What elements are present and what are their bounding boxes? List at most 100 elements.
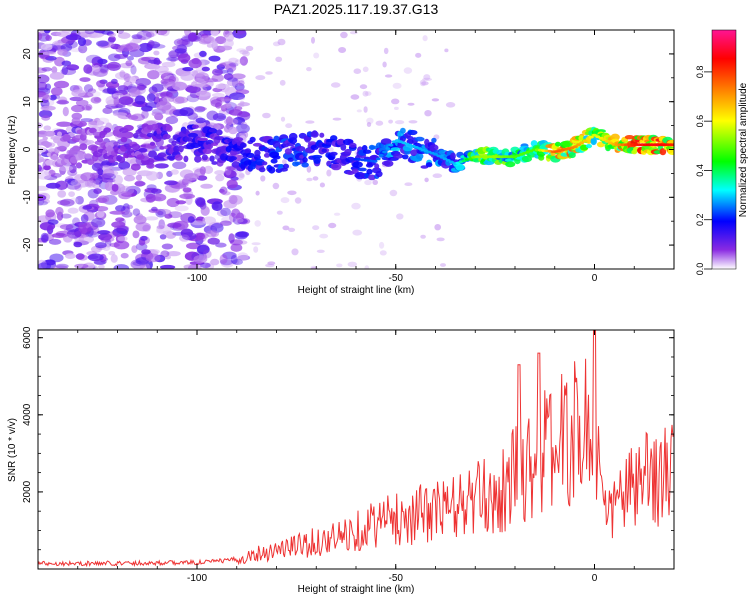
heatmap-cell bbox=[86, 180, 93, 187]
colorbar-label: Normalized spectral amplitude bbox=[738, 82, 749, 217]
heatmap-cell bbox=[157, 152, 167, 158]
heatmap-cell bbox=[233, 137, 244, 142]
heatmap-cell bbox=[262, 112, 271, 119]
heatmap-cell bbox=[165, 116, 179, 125]
heatmap-cell bbox=[294, 161, 302, 166]
heatmap-cell bbox=[347, 261, 357, 267]
heatmap-cell bbox=[89, 127, 97, 134]
heatmap-cell bbox=[385, 147, 391, 150]
heatmap-cell bbox=[146, 171, 159, 181]
heatmap-cell bbox=[106, 99, 123, 107]
heatmap-cell bbox=[117, 156, 126, 163]
heatmap-cell bbox=[146, 93, 156, 102]
heatmap-cell bbox=[406, 136, 414, 140]
heatmap-cell bbox=[195, 117, 206, 124]
heatmap-cell bbox=[171, 140, 177, 146]
heatmap-cell bbox=[332, 117, 342, 121]
heatmap-cell bbox=[105, 95, 119, 106]
heatmap-cell bbox=[455, 164, 465, 171]
heatmap-cell bbox=[276, 210, 283, 215]
heatmap-cell bbox=[109, 210, 126, 215]
heatmap-cell bbox=[42, 94, 52, 100]
heatmap-cell bbox=[188, 32, 198, 42]
heatmap-cell bbox=[119, 70, 126, 78]
heatmap-cell bbox=[235, 123, 250, 134]
heatmap-cell bbox=[142, 30, 157, 38]
heatmap-cell bbox=[131, 34, 143, 40]
heatmap-cell bbox=[337, 139, 345, 144]
heatmap-cell bbox=[152, 193, 167, 202]
snr-series-line bbox=[38, 330, 674, 568]
heatmap-x-axis-label: Height of straight line (km) bbox=[298, 285, 415, 296]
heatmap-cell bbox=[215, 242, 227, 248]
colorbar-ticks: 0.0 0.2 0.4 0.6 0.8 bbox=[695, 66, 712, 275]
heatmap-cell bbox=[53, 136, 62, 144]
x-tick-label: -100 bbox=[187, 573, 207, 584]
heatmap-cell bbox=[65, 253, 76, 259]
heatmap-cell bbox=[505, 161, 516, 168]
heatmap-cell bbox=[83, 153, 93, 159]
heatmap-cell bbox=[66, 64, 80, 71]
heatmap-cell bbox=[113, 96, 120, 106]
heatmap-cell bbox=[145, 253, 161, 263]
heatmap-cell bbox=[151, 188, 162, 194]
heatmap-cell bbox=[228, 126, 238, 135]
heatmap-cell bbox=[336, 263, 343, 268]
heatmap-cell bbox=[206, 143, 213, 150]
heatmap-cell bbox=[48, 238, 62, 245]
heatmap-cell bbox=[75, 99, 89, 107]
heatmap-cell bbox=[311, 154, 323, 159]
heatmap-cell bbox=[238, 173, 245, 179]
heatmap-cell bbox=[135, 222, 151, 232]
heatmap-cell bbox=[75, 162, 83, 169]
heatmap-cell bbox=[196, 244, 210, 255]
heatmap-cell bbox=[230, 73, 246, 80]
heatmap-cell bbox=[253, 246, 259, 253]
heatmap-cell bbox=[108, 251, 116, 256]
heatmap-cell bbox=[233, 240, 248, 245]
heatmap-cell bbox=[115, 217, 125, 222]
heatmap-cell bbox=[136, 30, 152, 40]
heatmap-cell bbox=[407, 102, 415, 106]
heatmap-cell bbox=[180, 228, 194, 238]
heatmap-cell bbox=[207, 237, 220, 245]
heatmap-cell bbox=[49, 94, 57, 101]
heatmap-cell bbox=[160, 91, 173, 99]
heatmap-cell bbox=[87, 32, 103, 39]
heatmap-cell bbox=[38, 200, 48, 206]
heatmap-cell bbox=[358, 167, 367, 172]
heatmap-cell bbox=[267, 261, 276, 266]
heatmap-cell bbox=[96, 80, 106, 88]
heatmap-cell bbox=[96, 167, 103, 176]
heatmap-cell bbox=[225, 116, 233, 126]
heatmap-cell bbox=[372, 179, 379, 185]
heatmap-cell bbox=[115, 104, 123, 109]
heatmap-cell bbox=[38, 32, 43, 41]
heatmap-cell bbox=[400, 127, 406, 134]
y-tick-label: -10 bbox=[22, 190, 33, 205]
heatmap-cell bbox=[223, 73, 234, 81]
heatmap-cell bbox=[73, 241, 83, 248]
heatmap-cell bbox=[156, 208, 172, 216]
heatmap-cell bbox=[61, 60, 72, 67]
heatmap-cell bbox=[403, 67, 413, 74]
heatmap-cell bbox=[394, 120, 405, 125]
heatmap-cell bbox=[113, 264, 130, 269]
heatmap-cell bbox=[352, 161, 363, 168]
snr-x-axis-label: Height of straight line (km) bbox=[298, 584, 415, 595]
heatmap-cell bbox=[209, 155, 215, 162]
heatmap-cell bbox=[302, 157, 308, 163]
heatmap-cell bbox=[364, 179, 372, 186]
heatmap-cell bbox=[230, 243, 243, 252]
heatmap-cell bbox=[379, 154, 384, 157]
heatmap-cell bbox=[166, 197, 180, 208]
heatmap-cell bbox=[366, 168, 373, 175]
heatmap-cell bbox=[76, 30, 90, 36]
heatmap-cell bbox=[204, 37, 214, 42]
heatmap-cell bbox=[239, 49, 249, 55]
heatmap-cell bbox=[57, 190, 67, 198]
heatmap-cell bbox=[111, 104, 126, 109]
heatmap-cell bbox=[366, 122, 372, 127]
heatmap-cell bbox=[210, 222, 224, 233]
heatmap-cell bbox=[129, 76, 137, 84]
